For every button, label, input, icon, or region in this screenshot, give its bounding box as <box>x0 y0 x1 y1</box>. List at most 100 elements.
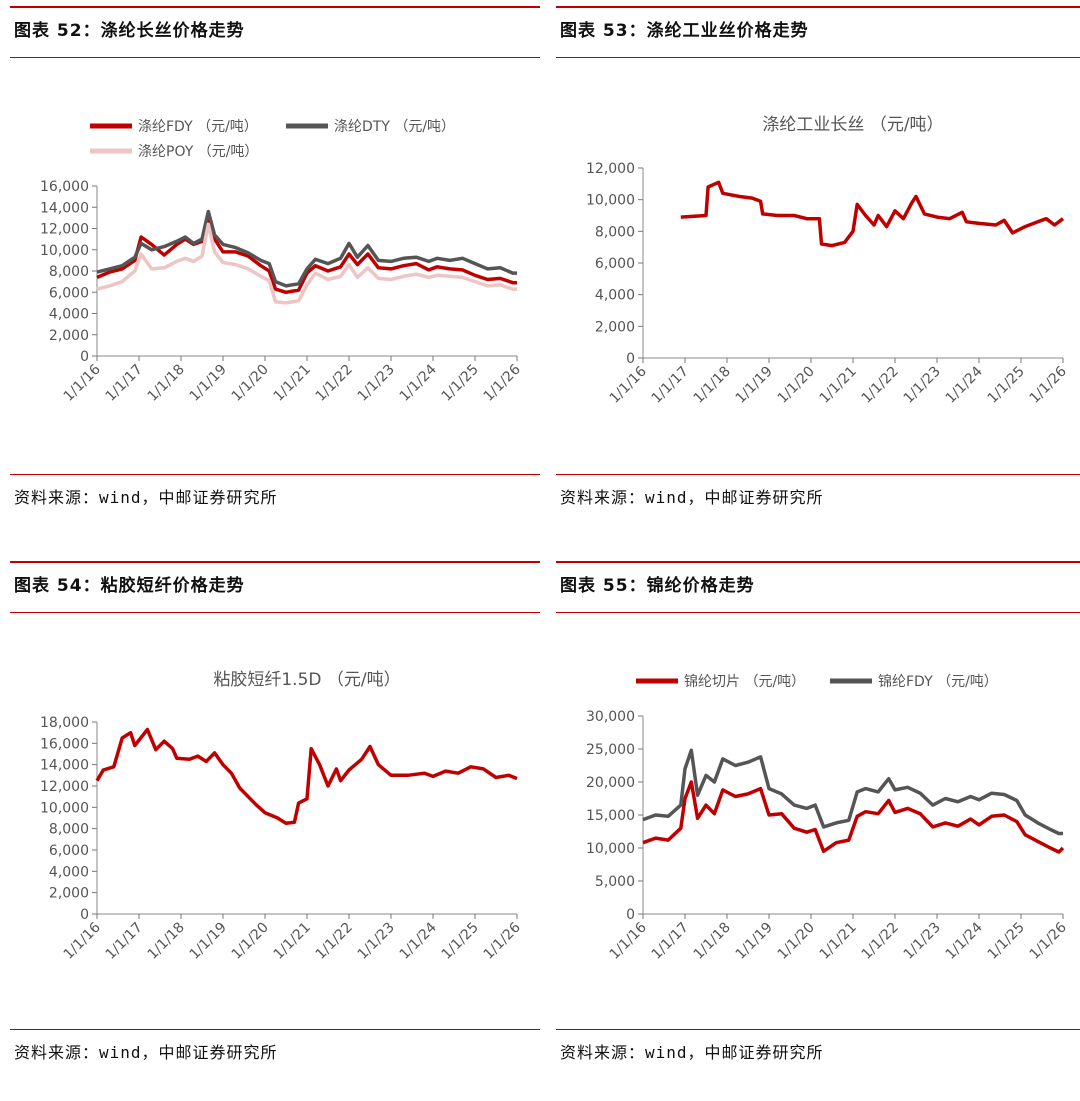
footer-rule <box>10 474 540 475</box>
panel-heading: 图表 55：锦纶价格走势 <box>560 576 755 596</box>
y-tick-label: 20,000 <box>586 775 635 791</box>
x-tick-label: 1/1/23 <box>355 920 398 963</box>
series-line <box>642 780 1065 854</box>
y-tick-label: 12,000 <box>40 222 89 238</box>
footer-rule <box>556 1029 1080 1030</box>
y-tick-label: 4,000 <box>595 288 635 304</box>
x-tick-label: 1/1/16 <box>61 919 104 962</box>
x-tick-label: 1/1/17 <box>649 920 692 963</box>
footer-rule <box>10 1029 540 1030</box>
y-tick-label: 12,000 <box>586 161 635 177</box>
y-tick-label: 16,000 <box>40 179 89 195</box>
y-tick-label: 4,000 <box>49 864 89 880</box>
x-tick-label: 1/1/17 <box>649 364 692 407</box>
x-tick-label: 1/1/25 <box>985 920 1028 963</box>
x-tick-label: 1/1/24 <box>943 919 986 962</box>
x-tick-label: 1/1/22 <box>313 362 356 405</box>
source-note: 资料来源：wind，中邮证券研究所 <box>560 1043 824 1062</box>
x-tick-label: 1/1/18 <box>145 362 188 405</box>
series-line <box>680 180 1065 248</box>
y-tick-label: 18,000 <box>40 715 89 731</box>
y-tick-label: 25,000 <box>586 742 635 758</box>
x-tick-label: 1/1/24 <box>943 363 986 406</box>
y-tick-label: 5,000 <box>595 874 635 890</box>
y-tick-label: 15,000 <box>586 808 635 824</box>
y-tick-label: 30,000 <box>586 709 635 725</box>
x-tick-label: 1/1/22 <box>859 920 902 963</box>
chart-title: 粘胶短纤1.5D （元/吨） <box>213 670 400 690</box>
y-tick-label: 6,000 <box>595 256 635 272</box>
x-tick-label: 1/1/16 <box>61 361 104 404</box>
x-tick-label: 1/1/18 <box>691 364 734 407</box>
x-tick-label: 1/1/25 <box>985 364 1028 407</box>
source-note: 资料来源：wind，中邮证券研究所 <box>560 488 824 507</box>
y-tick-label: 6,000 <box>49 285 89 301</box>
top-rule <box>10 6 540 8</box>
x-tick-label: 1/1/22 <box>859 364 902 407</box>
x-tick-label: 1/1/26 <box>1027 919 1070 962</box>
y-tick-label: 0 <box>626 907 635 923</box>
panel-heading: 图表 54：粘胶短纤价格走势 <box>14 576 245 596</box>
series-line <box>96 222 517 305</box>
footer-rule <box>556 474 1080 475</box>
y-tick-label: 12,000 <box>40 779 89 795</box>
y-tick-label: 14,000 <box>40 200 89 216</box>
y-tick-label: 8,000 <box>49 822 89 838</box>
series-line <box>642 748 1063 836</box>
y-tick-label: 6,000 <box>49 843 89 859</box>
source-note: 资料来源：wind，中邮证券研究所 <box>14 488 278 507</box>
x-tick-label: 1/1/21 <box>817 364 860 407</box>
series-line <box>96 216 517 295</box>
chart-polyester-industrial: 涤纶工业长丝 （元/吨） 0 2,000 4,000 6,000 8,000 10,000 1… <box>586 115 1070 407</box>
x-tick-label: 1/1/19 <box>733 920 776 963</box>
x-tick-label: 1/1/20 <box>775 364 818 407</box>
series-line <box>95 727 518 826</box>
x-tick-label: 1/1/24 <box>397 361 440 404</box>
x-tick-label: 1/1/18 <box>691 920 734 963</box>
y-tick-label: 10,000 <box>40 800 89 816</box>
x-tick-label: 1/1/21 <box>271 920 314 963</box>
legend-label: 锦纶FDY （元/吨） <box>878 673 998 690</box>
x-tick-label: 1/1/25 <box>439 920 482 963</box>
x-tick-label: 1/1/24 <box>397 919 440 962</box>
x-tick-label: 1/1/16 <box>607 919 650 962</box>
x-tick-label: 1/1/23 <box>355 362 398 405</box>
x-tick-label: 1/1/26 <box>481 919 524 962</box>
panel-54: 图表 54：粘胶短纤价格走势 粘胶短纤1.5D （元/吨） 0 2,000 4,000… <box>10 555 540 1101</box>
panel-55: 图表 55：锦纶价格走势 锦纶切片 （元/吨） 锦纶FDY （元/吨） 0 5,000… <box>556 555 1080 1101</box>
y-tick-label: 2,000 <box>595 319 635 335</box>
y-tick-label: 0 <box>626 351 635 367</box>
top-rule <box>556 6 1080 8</box>
panel-52: 图表 52：涤纶长丝价格走势 涤纶FDY （元/吨） 涤纶DTY （元/吨） 涤纶P… <box>10 0 540 546</box>
x-tick-label: 1/1/16 <box>607 363 650 406</box>
heading-rule <box>556 612 1080 613</box>
x-tick-label: 1/1/20 <box>229 920 272 963</box>
x-tick-label: 1/1/25 <box>439 362 482 405</box>
top-rule <box>556 561 1080 563</box>
chart-viscose-staple: 粘胶短纤1.5D （元/吨） 0 2,000 4,000 6,000 8,000 10,00… <box>40 670 524 963</box>
x-tick-label: 1/1/19 <box>733 364 776 407</box>
x-tick-label: 1/1/26 <box>1027 363 1070 406</box>
x-tick-label: 1/1/17 <box>103 362 146 405</box>
x-tick-label: 1/1/20 <box>229 362 272 405</box>
legend-label: 涤纶POY （元/吨） <box>138 144 258 160</box>
y-tick-label: 4,000 <box>49 307 89 323</box>
x-tick-label: 1/1/19 <box>187 920 230 963</box>
x-tick-label: 1/1/20 <box>775 920 818 963</box>
chart-polyester-filament: 涤纶FDY （元/吨） 涤纶DTY （元/吨） 涤纶POY （元/吨） 0 2,000 4… <box>40 119 524 405</box>
x-tick-label: 1/1/21 <box>271 362 314 405</box>
y-tick-label: 8,000 <box>49 264 89 280</box>
y-tick-label: 10,000 <box>40 243 89 259</box>
heading-rule <box>10 612 540 613</box>
y-tick-label: 16,000 <box>40 736 89 752</box>
heading-rule <box>556 57 1080 58</box>
panel-53: 图表 53：涤纶工业丝价格走势 涤纶工业长丝 （元/吨） 0 2,000 4,000 6… <box>556 0 1080 546</box>
y-tick-label: 0 <box>80 349 89 365</box>
chart-title: 涤纶工业长丝 （元/吨） <box>762 115 943 135</box>
y-tick-label: 2,000 <box>49 328 89 344</box>
legend-label: 锦纶切片 （元/吨） <box>684 673 805 690</box>
y-tick-label: 10,000 <box>586 193 635 209</box>
panel-heading: 图表 52：涤纶长丝价格走势 <box>14 21 245 41</box>
heading-rule <box>10 57 540 58</box>
legend-label: 涤纶FDY （元/吨） <box>138 119 258 135</box>
